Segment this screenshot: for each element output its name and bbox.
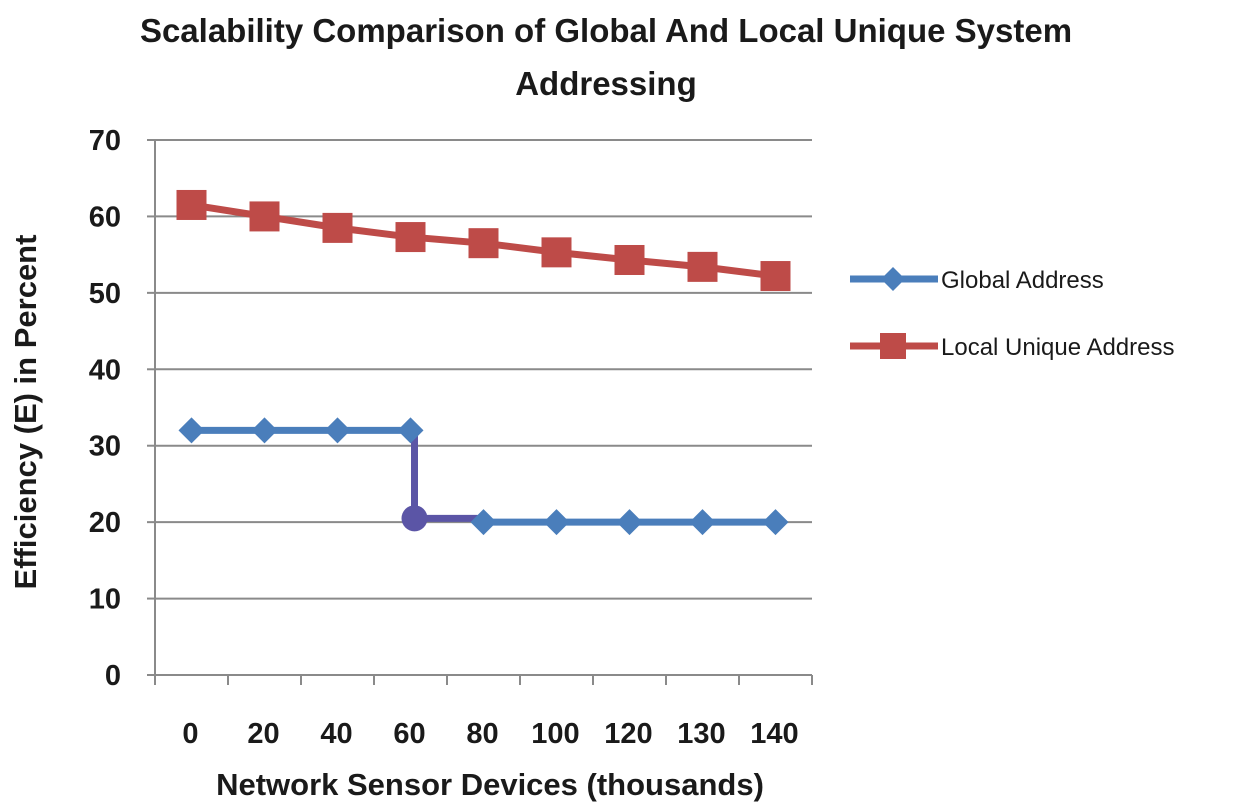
local-unique-address-point xyxy=(395,222,426,253)
legend: Global Address Local Unique Address xyxy=(850,267,1174,361)
y-tick-label: 70 xyxy=(89,125,121,157)
y-tick-label: 0 xyxy=(105,660,121,692)
y-tick-label: 40 xyxy=(89,354,121,386)
x-tick-label: 130 xyxy=(677,718,725,750)
x-tick-label: 120 xyxy=(604,718,652,750)
global-address-point xyxy=(324,417,351,444)
x-tick-label: 0 xyxy=(182,718,198,750)
chart-subtitle: Addressing xyxy=(515,65,697,102)
y-tick-label: 10 xyxy=(89,584,121,616)
x-tick-label: 20 xyxy=(247,718,279,750)
axes xyxy=(147,139,813,685)
local-unique-address-point xyxy=(322,212,353,243)
x-tick-label: 60 xyxy=(393,718,425,750)
legend-item: Global Address xyxy=(850,267,1104,294)
chart-title: Scalability Comparison of Global And Loc… xyxy=(140,12,1072,49)
x-tick-label: 80 xyxy=(466,718,498,750)
y-axis-title: Efficiency (E) in Percent xyxy=(8,235,43,590)
x-tick-label: 40 xyxy=(320,718,352,750)
series-lines xyxy=(176,189,791,536)
global-address-point xyxy=(470,509,497,536)
global-address-point xyxy=(543,509,570,536)
global-address-point xyxy=(397,417,424,444)
legend-marker xyxy=(880,333,906,359)
y-tick-label: 30 xyxy=(89,431,121,463)
global-address-point xyxy=(762,509,789,536)
local-unique-address-point xyxy=(760,261,791,292)
y-tick-label: 20 xyxy=(89,507,121,539)
x-tick-labels: 0 20 40 60 80 100 120 130 140 xyxy=(182,718,798,750)
local-unique-address-point xyxy=(176,189,207,220)
local-unique-address-point xyxy=(541,237,572,268)
global-address-point xyxy=(689,509,716,536)
local-unique-address-point xyxy=(687,251,718,282)
global-address-point xyxy=(251,417,278,444)
global-address-point xyxy=(616,509,643,536)
local-unique-address-point xyxy=(468,228,499,259)
local-unique-address-point xyxy=(614,244,645,275)
legend-label: Global Address xyxy=(941,267,1104,294)
legend-item: Local Unique Address xyxy=(850,333,1174,361)
series-global-address xyxy=(178,417,789,536)
global-address-point xyxy=(178,417,205,444)
x-axis-title: Network Sensor Devices (thousands) xyxy=(216,767,764,802)
legend-marker xyxy=(881,267,905,291)
x-tick-label: 140 xyxy=(750,718,798,750)
series-local-unique-address xyxy=(176,189,791,292)
local-unique-address-point xyxy=(249,201,280,232)
legend-label: Local Unique Address xyxy=(941,334,1174,361)
y-tick-label: 50 xyxy=(89,278,121,310)
global-address-drop-line xyxy=(411,430,478,522)
global-address-drop-point xyxy=(401,505,428,532)
x-tick-label: 100 xyxy=(531,718,579,750)
y-tick-labels: 0 10 20 30 40 50 60 70 xyxy=(89,125,121,692)
y-tick-label: 60 xyxy=(89,201,121,233)
